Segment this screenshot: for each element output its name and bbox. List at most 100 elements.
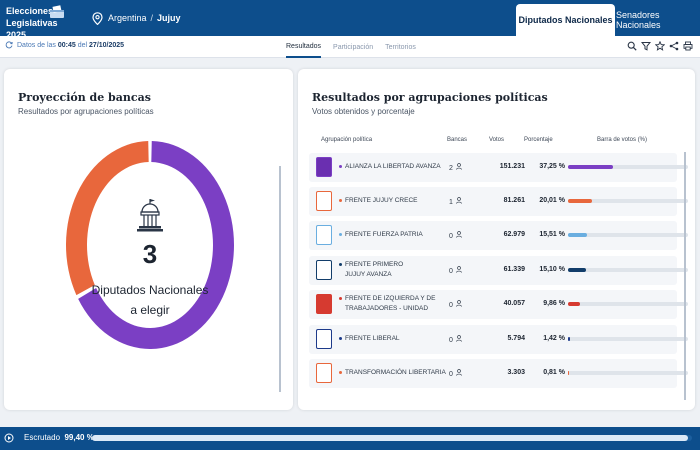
- party-votes: 40.057: [503, 300, 525, 307]
- vote-bar-fill: [568, 268, 587, 272]
- donut-segment-jujuy-crece[interactable]: [66, 141, 149, 296]
- party-name-line-2: JUJUY AVANZA: [345, 271, 392, 278]
- party-seats: 0: [449, 335, 462, 344]
- party-logo: [316, 191, 332, 211]
- party-seats: 2: [449, 163, 462, 172]
- share-icon[interactable]: [669, 41, 679, 51]
- breadcrumb-country[interactable]: Argentina: [108, 13, 147, 23]
- result-row[interactable]: FRENTE PRIMERO JUJUY AVANZA 0 61.339 15,10 %: [309, 256, 688, 285]
- person-icon: [456, 369, 462, 376]
- search-icon[interactable]: [627, 41, 637, 51]
- seats-value: 1: [449, 199, 453, 206]
- result-row[interactable]: FRENTE JUJUY CRECE 1 81.261 20,01 %: [309, 187, 688, 216]
- party-name-line-1: ALIANZA LA LIBERTAD AVANZA: [345, 163, 441, 170]
- vote-bar-track: [568, 165, 688, 169]
- seats-value: 2: [449, 165, 453, 172]
- info-circle-icon[interactable]: [4, 433, 14, 443]
- result-row[interactable]: FRENTE FUERZA PATRIA 0 62.979 15,51 %: [309, 221, 688, 250]
- results-subtitle: Votos obtenidos y porcentaje: [312, 107, 415, 116]
- top-header: Elecciones Legislativas 2025 Argentina /…: [0, 0, 700, 40]
- party-color-dot: [339, 336, 342, 340]
- print-icon[interactable]: [683, 41, 693, 51]
- breadcrumb-separator: /: [150, 13, 154, 23]
- party-votes: 3.303: [507, 369, 525, 376]
- logo-line-1: Elecciones: [6, 6, 54, 16]
- vote-bar-track: [568, 233, 688, 237]
- party-name-line-2: TRABAJADORES - UNIDAD: [345, 305, 429, 312]
- congress-building-icon: [137, 199, 163, 232]
- elections-logo[interactable]: Elecciones Legislativas 2025: [6, 5, 66, 40]
- scrutiny-label-text: Escrutado: [24, 433, 61, 442]
- person-icon: [456, 197, 462, 204]
- col-header-votes: Votos: [489, 137, 505, 143]
- party-color-dot: [339, 232, 342, 236]
- result-row[interactable]: FRENTE LIBERAL 0 5.794 1,42 %: [309, 325, 688, 354]
- filter-icon[interactable]: [641, 41, 651, 51]
- vote-bar-track: [568, 268, 688, 272]
- vote-bar-track: [568, 337, 688, 341]
- tab-diputados[interactable]: Diputados Nacionales: [516, 4, 615, 36]
- logo-line-2: Legislativas 2025: [6, 18, 58, 40]
- breadcrumb-province[interactable]: Jujuy: [157, 13, 181, 23]
- party-logo: [316, 363, 332, 383]
- party-seats: 0: [449, 231, 462, 240]
- tab-participacion[interactable]: Participación: [333, 43, 374, 51]
- vote-bar-fill: [568, 302, 580, 306]
- party-percentage: 20,01 %: [539, 197, 565, 204]
- party-votes: 62.979: [503, 231, 525, 238]
- party-votes: 5.794: [507, 335, 525, 342]
- result-row[interactable]: ALIANZA LA LIBERTAD AVANZA 2 151.231 37,25 …: [309, 153, 688, 182]
- party-name-line-1: TRANSFORMACIÓN LIBERTARIA: [345, 369, 446, 376]
- vote-bar-track: [568, 199, 688, 203]
- person-icon: [456, 335, 462, 342]
- seat-label-line-2: a elegir: [130, 303, 170, 317]
- person-icon: [456, 163, 462, 170]
- party-votes: 61.339: [503, 266, 525, 273]
- party-color-dot: [339, 370, 342, 374]
- seat-label-line-1: Diputados Nacionales: [91, 283, 209, 297]
- scrollbar[interactable]: [279, 166, 281, 392]
- party-logo: [316, 157, 332, 177]
- party-name: FRENTE DE IZQUIERDA Y DE TRABAJADORES - U…: [339, 294, 435, 314]
- seat-projection-subtitle: Resultados por agrupaciones políticas: [18, 107, 154, 116]
- result-row[interactable]: FRENTE DE IZQUIERDA Y DE TRABAJADORES - U…: [309, 290, 688, 319]
- party-percentage: 15,51 %: [539, 231, 565, 238]
- party-color-dot: [339, 164, 342, 168]
- seats-value: 0: [449, 371, 453, 378]
- update-date: 27/10/2025: [89, 41, 125, 49]
- section-tabs: Resultados Participación Territorios: [286, 36, 428, 58]
- update-timestamp: Datos de las 00:45 del 27/10/2025: [5, 41, 124, 49]
- seats-value: 0: [449, 268, 453, 275]
- location-pin-icon: [92, 11, 103, 25]
- party-color-dot: [339, 262, 342, 266]
- star-icon[interactable]: [655, 41, 665, 51]
- update-time: 00:45: [57, 41, 76, 49]
- results-card: Resultados por agrupaciones políticas Vo…: [298, 69, 695, 410]
- scrollbar[interactable]: [684, 152, 686, 400]
- tab-territorios[interactable]: Territorios: [385, 43, 416, 51]
- party-name-line-1: FRENTE FUERZA PATRIA: [345, 231, 423, 238]
- party-percentage: 9,86 %: [543, 300, 565, 307]
- party-logo: [316, 329, 332, 349]
- col-header-seats: Bancas: [447, 137, 468, 143]
- scrutiny-footer: Escrutado 99,40 %: [0, 427, 700, 450]
- tab-senadores[interactable]: Senadores Nacionales: [616, 10, 661, 30]
- vote-bar-track: [568, 302, 688, 306]
- location-breadcrumb[interactable]: Argentina / Jujuy: [92, 10, 181, 26]
- party-name: ALIANZA LA LIBERTAD AVANZA: [339, 162, 441, 172]
- party-seats: 0: [449, 369, 462, 378]
- party-seats: 0: [449, 300, 462, 309]
- vote-bar-fill: [568, 371, 569, 375]
- party-name: FRENTE FUERZA PATRIA: [339, 230, 423, 240]
- party-name-line-1: FRENTE JUJUY CRECE: [345, 197, 418, 204]
- party-name: FRENTE LIBERAL: [339, 334, 400, 344]
- result-row[interactable]: TRANSFORMACIÓN LIBERTARIA 0 3.303 0,81 %: [309, 359, 688, 388]
- seat-donut-chart: [66, 141, 234, 349]
- party-percentage: 37,25 %: [539, 163, 565, 170]
- party-seats: 1: [449, 197, 462, 206]
- party-percentage: 0,81 %: [543, 369, 565, 376]
- seat-count-label: Diputados Nacionales a elegir: [84, 280, 216, 320]
- seats-value: 0: [449, 233, 453, 240]
- results-title: Resultados por agrupaciones políticas: [312, 91, 548, 104]
- tab-resultados[interactable]: Resultados: [286, 36, 322, 58]
